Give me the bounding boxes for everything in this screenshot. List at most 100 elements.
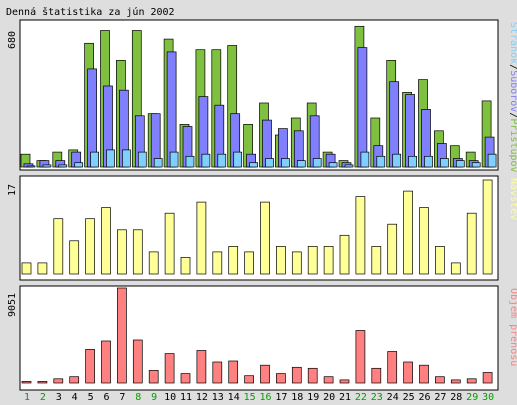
day-label: 2 bbox=[40, 392, 46, 403]
visits-bar bbox=[482, 179, 493, 275]
visits-bar bbox=[53, 218, 64, 275]
visits-bar bbox=[180, 257, 191, 275]
kbytes-bar bbox=[260, 364, 270, 384]
pages-bar bbox=[42, 164, 52, 168]
files-bar bbox=[166, 51, 177, 168]
day-label: 26 bbox=[418, 392, 430, 403]
day-label: 23 bbox=[371, 392, 383, 403]
day-label: 21 bbox=[339, 392, 351, 403]
legend-pages: Stránok bbox=[508, 22, 517, 64]
pages-bar bbox=[440, 158, 449, 168]
visits-bar bbox=[164, 212, 175, 275]
pages-bar bbox=[58, 164, 68, 168]
kbytes-bar bbox=[85, 349, 95, 384]
kbytes-bar bbox=[212, 361, 223, 384]
legend-sep-1: / bbox=[508, 64, 517, 70]
pages-bar bbox=[169, 151, 179, 168]
visits-bar bbox=[132, 229, 143, 275]
kbytes-bar bbox=[435, 376, 445, 384]
pages-bar bbox=[408, 155, 417, 168]
visits-bar bbox=[355, 196, 366, 275]
visits-bar bbox=[323, 246, 334, 275]
day-label: 20 bbox=[323, 392, 335, 403]
kbytes-bar bbox=[403, 361, 413, 384]
kbytes-bar bbox=[419, 364, 429, 384]
pages-bar bbox=[376, 155, 386, 168]
day-label: 12 bbox=[196, 392, 208, 403]
visits-bar bbox=[435, 246, 445, 275]
visits-panel bbox=[19, 175, 499, 281]
day-label: 29 bbox=[466, 392, 478, 403]
day-label: 1 bbox=[24, 392, 30, 403]
legend-hits: Prístupov bbox=[508, 118, 517, 172]
pages-bar bbox=[487, 153, 497, 168]
pages-bar bbox=[392, 153, 402, 168]
pages-bar bbox=[201, 153, 211, 168]
day-label: 22 bbox=[355, 392, 367, 403]
day-label: 16 bbox=[259, 392, 271, 403]
day-label: 3 bbox=[56, 392, 62, 403]
pages-bar bbox=[233, 151, 243, 168]
day-label: 30 bbox=[482, 392, 494, 403]
visits-bar bbox=[244, 251, 254, 275]
visits-bar bbox=[117, 229, 127, 275]
visits-bar bbox=[85, 218, 95, 275]
pages-bar bbox=[249, 162, 258, 168]
visits-bar bbox=[276, 246, 286, 275]
day-label: 5 bbox=[88, 392, 94, 403]
kbytes-bar bbox=[355, 330, 366, 384]
kbytes-bar bbox=[69, 376, 80, 384]
kbytes-bar bbox=[466, 378, 477, 384]
pages-bar bbox=[26, 165, 36, 168]
panel1-ymax-label: 680 bbox=[7, 31, 18, 49]
day-label: 19 bbox=[307, 392, 319, 403]
day-label: 9 bbox=[151, 392, 157, 403]
visits-bar bbox=[212, 251, 223, 275]
visits-bar bbox=[101, 207, 111, 275]
pages-bar bbox=[265, 158, 274, 168]
kbytes-bar bbox=[196, 350, 207, 384]
panel3-ymax-label: 9051 bbox=[7, 293, 18, 317]
day-label: 28 bbox=[450, 392, 462, 403]
pages-bar bbox=[137, 151, 147, 168]
kbytes-bar bbox=[323, 376, 334, 384]
kbytes-bar bbox=[101, 340, 111, 384]
kbytes-bar bbox=[117, 287, 127, 384]
day-label: 8 bbox=[135, 392, 141, 403]
pages-bar bbox=[217, 153, 227, 168]
kbytes-bar bbox=[482, 372, 493, 384]
kbytes-bar bbox=[244, 375, 254, 384]
kbytes-bar bbox=[164, 353, 175, 384]
day-label: 17 bbox=[275, 392, 287, 403]
visits-bar bbox=[21, 262, 32, 275]
visits-bar bbox=[403, 190, 413, 275]
visits-bar bbox=[387, 223, 398, 275]
pages-bar bbox=[90, 151, 99, 168]
visits-bar bbox=[196, 201, 207, 275]
visits-bars bbox=[21, 179, 493, 275]
pages-bar bbox=[185, 155, 195, 168]
pages-bar bbox=[312, 158, 322, 168]
visits-bar bbox=[307, 246, 318, 275]
pages-bar bbox=[360, 151, 370, 168]
legend-files: Súborov bbox=[508, 70, 517, 112]
day-label: 11 bbox=[180, 392, 192, 403]
kbytes-bar bbox=[53, 378, 64, 384]
kbytes-bar bbox=[37, 381, 48, 384]
legend-sep-2: / bbox=[508, 112, 517, 118]
kbytes-bar bbox=[450, 379, 461, 384]
pages-bar bbox=[122, 149, 131, 168]
day-axis-labels: 1 2 3 4 5 6 7 8 9 10 11 12 13 14 15 16 17 18 19 20 21 22 23 24 2… bbox=[24, 392, 494, 403]
kbytes-bar bbox=[148, 370, 159, 384]
day-label: 10 bbox=[164, 392, 176, 403]
visits-bar bbox=[466, 212, 477, 275]
legend-kbytes: Objem prenosu bbox=[508, 288, 517, 366]
legend-visits: Návštev bbox=[508, 178, 517, 220]
day-label: 24 bbox=[387, 392, 399, 403]
visits-bar bbox=[339, 234, 350, 275]
kbytes-bar bbox=[276, 373, 286, 384]
panel2-ymax-label: 17 bbox=[7, 184, 18, 196]
day-label: 6 bbox=[103, 392, 109, 403]
kbytes-bar bbox=[307, 367, 318, 384]
